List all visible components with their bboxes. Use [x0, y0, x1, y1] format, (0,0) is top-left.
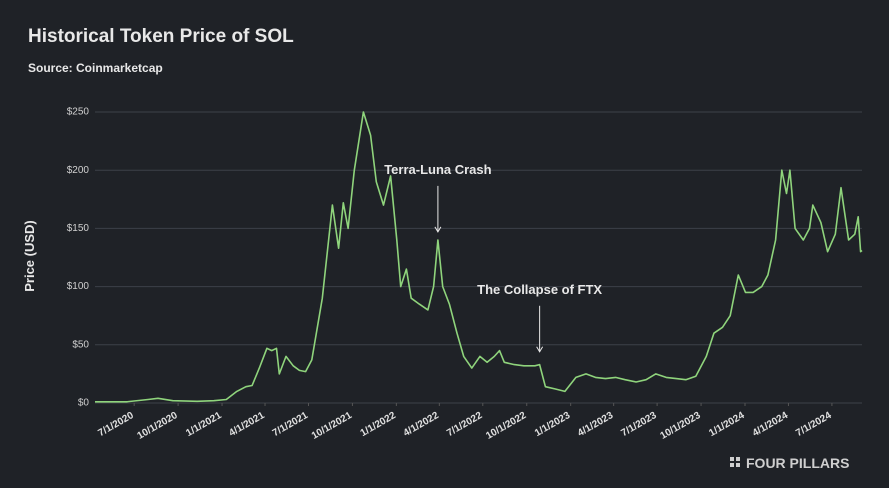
price-line [95, 111, 863, 403]
arrow-head [536, 346, 544, 353]
y-axis-label: Price (USD) [22, 220, 37, 292]
chart-title: Historical Token Price of SOL [28, 26, 294, 47]
chart-subtitle: Source: Coinmarketcap [28, 61, 163, 75]
y-tick-label: $150 [67, 223, 90, 234]
y-tick-label: $200 [67, 165, 90, 176]
y-tick-label: $50 [72, 339, 89, 350]
annotation-text: Terra-Luna Crash [384, 162, 491, 177]
annotation-text: The Collapse of FTX [477, 282, 602, 297]
footer-brand: FOUR PILLARS [746, 455, 849, 471]
logo-icon [730, 457, 740, 467]
arrow-head [434, 226, 442, 233]
y-tick-label: $0 [78, 398, 90, 409]
y-tick-label: $100 [67, 281, 90, 292]
y-tick-label: $250 [67, 107, 90, 118]
